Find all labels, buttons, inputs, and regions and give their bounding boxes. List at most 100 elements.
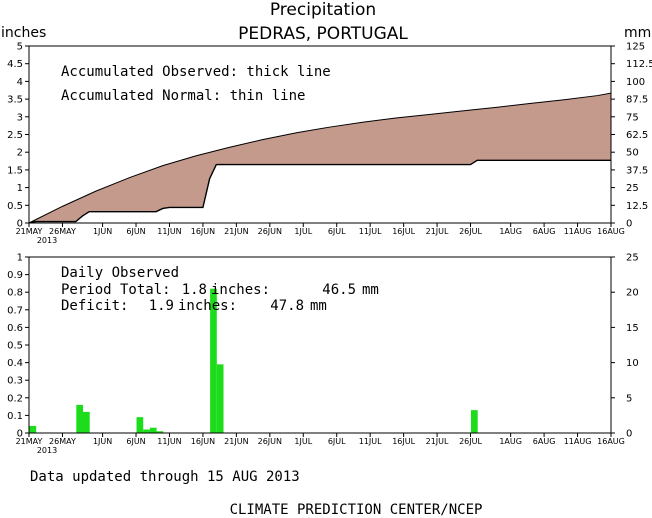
top-x-tick-label: 6JUL bbox=[328, 227, 346, 236]
top-x-tick-label: 16JUL bbox=[392, 227, 415, 236]
bottom-x-tick-label: 26JUN bbox=[258, 437, 282, 446]
deficit-inches-unit: inches: bbox=[178, 298, 237, 314]
bottom-left-tick-label: 0.6 bbox=[7, 323, 23, 334]
daily-bar bbox=[143, 429, 150, 433]
top-left-tick-label: 2.5 bbox=[7, 130, 23, 141]
daily-bar bbox=[76, 404, 84, 433]
daily-title: Daily Observed bbox=[61, 265, 179, 281]
bottom-x-tick-label: 21MAY bbox=[16, 437, 43, 446]
period-mm-unit: mm bbox=[362, 282, 379, 298]
bottom-x-tick-label: 11JUN bbox=[157, 437, 181, 446]
bottom-x-tick-label: 16JUN bbox=[191, 437, 215, 446]
top-right-tick-label: 87.5 bbox=[626, 95, 648, 106]
deficit-area-fill bbox=[29, 93, 611, 223]
legend-normal: Accumulated Normal: thin line bbox=[61, 88, 305, 104]
bottom-x-tick-label: 16AUG bbox=[597, 437, 625, 446]
daily-bar bbox=[210, 288, 217, 433]
top-x-tick-label: 1AUG bbox=[499, 227, 522, 236]
left-unit-label: inches bbox=[1, 25, 46, 41]
top-left-tick-label: 4 bbox=[17, 77, 23, 88]
daily-panel: 00.10.20.30.40.50.60.70.80.9105101520252… bbox=[7, 253, 639, 456]
accumulated-panel: 00.511.522.533.544.55012.52537.55062.575… bbox=[7, 42, 652, 246]
period-label: Period Total: bbox=[61, 282, 171, 298]
top-x-tick-label: 6JUN bbox=[126, 227, 145, 236]
bottom-right-tick-label: 25 bbox=[626, 253, 639, 264]
bottom-left-tick-label: 0 bbox=[17, 429, 23, 440]
bottom-right-tick-label: 20 bbox=[626, 288, 639, 299]
bottom-x-tick-label: 26JUL bbox=[459, 437, 482, 446]
bottom-right-tick-label: 0 bbox=[626, 429, 632, 440]
observed-line bbox=[28, 159, 611, 224]
top-x-tick-label: 11JUN bbox=[157, 227, 181, 236]
deficit-mm-unit: mm bbox=[310, 298, 327, 314]
deficit-inches: 1.9 bbox=[149, 298, 174, 314]
top-left-tick-label: 3.5 bbox=[7, 95, 23, 106]
top-left-tick-label: 1.5 bbox=[7, 165, 23, 176]
daily-bar bbox=[156, 431, 164, 433]
top-year-label: 2013 bbox=[37, 236, 57, 245]
top-right-tick-label: 125 bbox=[626, 42, 645, 53]
period-inches-unit: inches: bbox=[211, 282, 270, 298]
top-left-tick-label: 0.5 bbox=[7, 201, 23, 212]
top-right-tick-label: 100 bbox=[626, 77, 645, 88]
bottom-x-tick-label: 11JUL bbox=[359, 437, 382, 446]
period-mm: 46.5 bbox=[322, 282, 356, 298]
top-x-tick-label: 26MAY bbox=[49, 227, 76, 236]
daily-bar bbox=[136, 417, 144, 433]
chart-title: Precipitation bbox=[270, 0, 376, 20]
top-right-tick-label: 75 bbox=[626, 112, 639, 123]
bottom-x-tick-label: 16JUL bbox=[392, 437, 415, 446]
bottom-left-tick-label: 0.1 bbox=[7, 411, 23, 422]
top-x-tick-label: 16AUG bbox=[597, 227, 625, 236]
top-x-tick-label: 21MAY bbox=[16, 227, 43, 236]
top-x-tick-label: 16JUN bbox=[191, 227, 215, 236]
daily-bar bbox=[149, 427, 157, 433]
top-x-tick-label: 21JUL bbox=[426, 227, 449, 236]
top-left-tick-label: 3 bbox=[17, 112, 23, 123]
top-right-tick-label: 12.5 bbox=[626, 201, 648, 212]
bottom-x-tick-label: 21JUN bbox=[224, 437, 248, 446]
legend-observed: Accumulated Observed: thick line bbox=[61, 64, 331, 80]
top-right-tick-label: 112.5 bbox=[626, 59, 652, 70]
right-unit-label: mm bbox=[624, 25, 651, 41]
top-x-tick-label: 26JUL bbox=[459, 227, 482, 236]
top-right-tick-label: 37.5 bbox=[626, 165, 648, 176]
daily-bar bbox=[83, 411, 90, 433]
top-x-tick-label: 11JUL bbox=[359, 227, 382, 236]
top-left-tick-label: 2 bbox=[17, 148, 23, 159]
bottom-left-tick-label: 0.9 bbox=[7, 270, 23, 281]
top-left-tick-label: 4.5 bbox=[7, 59, 23, 70]
bottom-x-tick-label: 6JUL bbox=[328, 437, 346, 446]
bottom-x-tick-label: 6JUN bbox=[126, 437, 145, 446]
top-right-tick-label: 62.5 bbox=[626, 130, 648, 141]
top-x-tick-label: 21JUN bbox=[224, 227, 248, 236]
bottom-x-tick-label: 1AUG bbox=[499, 437, 522, 446]
normal-line bbox=[28, 92, 612, 224]
bottom-x-tick-label: 11AUG bbox=[564, 437, 592, 446]
daily-bar bbox=[29, 425, 37, 433]
top-right-tick-label: 50 bbox=[626, 148, 639, 159]
credit-line: CLIMATE PREDICTION CENTER/NCEP bbox=[230, 502, 483, 518]
bottom-left-tick-label: 0.5 bbox=[7, 341, 23, 352]
deficit-label: Deficit: bbox=[61, 298, 128, 314]
top-x-tick-label: 6AUG bbox=[533, 227, 556, 236]
bottom-left-tick-label: 0.2 bbox=[7, 393, 23, 404]
daily-bar bbox=[471, 410, 478, 433]
bottom-x-tick-label: 26MAY bbox=[49, 437, 76, 446]
bottom-left-tick-label: 0.7 bbox=[7, 305, 23, 316]
bottom-left-tick-label: 0.8 bbox=[7, 288, 23, 299]
bottom-right-tick-label: 15 bbox=[626, 323, 639, 334]
top-x-tick-label: 26JUN bbox=[258, 227, 282, 236]
top-right-tick-label: 25 bbox=[626, 183, 639, 194]
top-left-tick-label: 0 bbox=[17, 219, 23, 230]
top-right-tick-label: 0 bbox=[626, 219, 632, 230]
bottom-x-tick-label: 1JUL bbox=[294, 437, 312, 446]
bottom-right-tick-label: 10 bbox=[626, 358, 639, 369]
bottom-x-tick-label: 1JUN bbox=[93, 437, 112, 446]
bottom-left-tick-label: 1 bbox=[17, 253, 23, 264]
top-left-tick-label: 1 bbox=[17, 183, 23, 194]
bottom-year-label: 2013 bbox=[37, 446, 57, 455]
bottom-left-tick-label: 0.3 bbox=[7, 376, 23, 387]
bottom-x-tick-label: 21JUL bbox=[426, 437, 449, 446]
